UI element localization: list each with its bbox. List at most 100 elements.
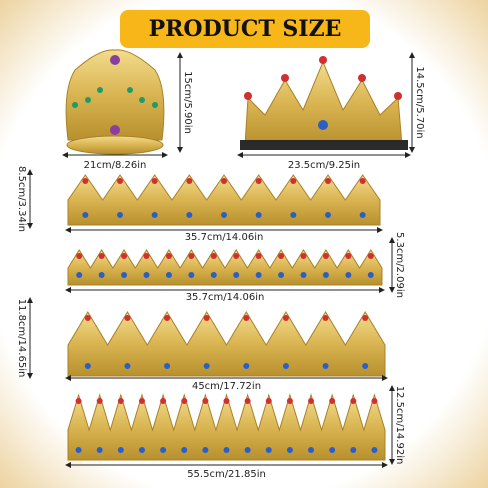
gem	[371, 398, 378, 404]
gem	[210, 253, 217, 259]
gem	[308, 398, 315, 404]
gem	[117, 447, 124, 453]
crown-band	[67, 174, 381, 226]
gem	[165, 272, 172, 278]
gem	[96, 447, 103, 453]
gem	[278, 253, 285, 259]
gem	[76, 272, 83, 278]
gem	[233, 253, 240, 259]
gem	[371, 447, 378, 453]
gem	[124, 363, 131, 369]
gem	[265, 447, 272, 453]
height-label: 5.3cm/2.09in	[394, 232, 405, 298]
gem	[286, 447, 293, 453]
gem	[117, 178, 123, 184]
gem	[308, 447, 315, 453]
gem	[138, 398, 145, 404]
gem	[243, 315, 250, 321]
gem	[151, 212, 158, 218]
crown-band	[67, 311, 386, 377]
gem	[82, 212, 89, 218]
crown-band	[67, 393, 386, 461]
band-cross	[67, 174, 381, 226]
gem	[282, 363, 289, 369]
gem	[210, 272, 217, 278]
gem	[82, 178, 89, 184]
gem	[143, 272, 150, 278]
gem	[367, 253, 374, 259]
gem	[290, 178, 297, 184]
gem	[290, 212, 297, 218]
gem	[265, 398, 272, 404]
gem	[359, 212, 366, 218]
gem	[186, 178, 193, 184]
height-label: 12.5cm/14.92in	[394, 386, 405, 465]
label-bg	[185, 469, 268, 480]
width-label: 21cm/8.26in	[84, 160, 147, 171]
gem	[96, 398, 103, 404]
height-label: 14.5cm/5.70in	[414, 66, 425, 138]
gem	[84, 315, 91, 321]
gem	[286, 398, 293, 404]
gem	[124, 315, 131, 321]
height-label: 11.8cm/14.65in	[16, 299, 27, 378]
gem	[188, 253, 195, 259]
gem	[121, 253, 128, 259]
gem	[255, 178, 262, 184]
gem	[300, 253, 307, 259]
width-label: 55.5cm/21.85in	[187, 469, 266, 480]
gem	[84, 363, 91, 369]
gem	[300, 272, 307, 278]
band-scallop	[67, 311, 386, 377]
gem	[117, 212, 123, 218]
gem	[221, 178, 227, 184]
gem	[117, 398, 124, 404]
gem	[359, 178, 366, 184]
label-bg	[285, 160, 363, 171]
gem	[75, 447, 82, 453]
gem	[98, 272, 105, 278]
label-bg	[81, 160, 149, 171]
gem	[75, 398, 82, 404]
gem	[203, 315, 210, 321]
gem	[181, 447, 188, 453]
gem	[151, 178, 158, 184]
label-bg	[182, 232, 266, 243]
gem	[350, 398, 357, 404]
gem	[121, 272, 128, 278]
crown-pointed	[240, 56, 408, 150]
gem	[202, 447, 209, 453]
gem	[233, 272, 240, 278]
gem	[165, 253, 172, 259]
label-bg	[189, 381, 264, 392]
gem	[278, 272, 285, 278]
height-label: 15cm/5.90in	[182, 71, 193, 134]
gem	[282, 315, 289, 321]
gem	[255, 212, 262, 218]
gem	[203, 363, 210, 369]
gem	[244, 398, 251, 404]
gem	[223, 398, 230, 404]
height-label: 8.5cm/3.34in	[16, 166, 27, 232]
gem	[164, 363, 171, 369]
gem	[350, 447, 357, 453]
gem	[322, 363, 329, 369]
gem	[160, 398, 167, 404]
gem	[367, 272, 374, 278]
gem	[138, 447, 145, 453]
width-label: 35.7cm/14.06in	[185, 232, 264, 243]
gem	[325, 178, 331, 184]
title: PRODUCT SIZE	[149, 16, 342, 42]
gem	[76, 253, 83, 259]
gem	[255, 272, 262, 278]
width-label: 45cm/17.72in	[192, 381, 261, 392]
band-small	[67, 249, 383, 286]
crown-round	[65, 49, 165, 155]
gem	[221, 212, 227, 218]
gem	[325, 212, 331, 218]
gem	[186, 212, 193, 218]
gem	[243, 363, 250, 369]
gem	[143, 253, 150, 259]
gem	[345, 253, 352, 259]
